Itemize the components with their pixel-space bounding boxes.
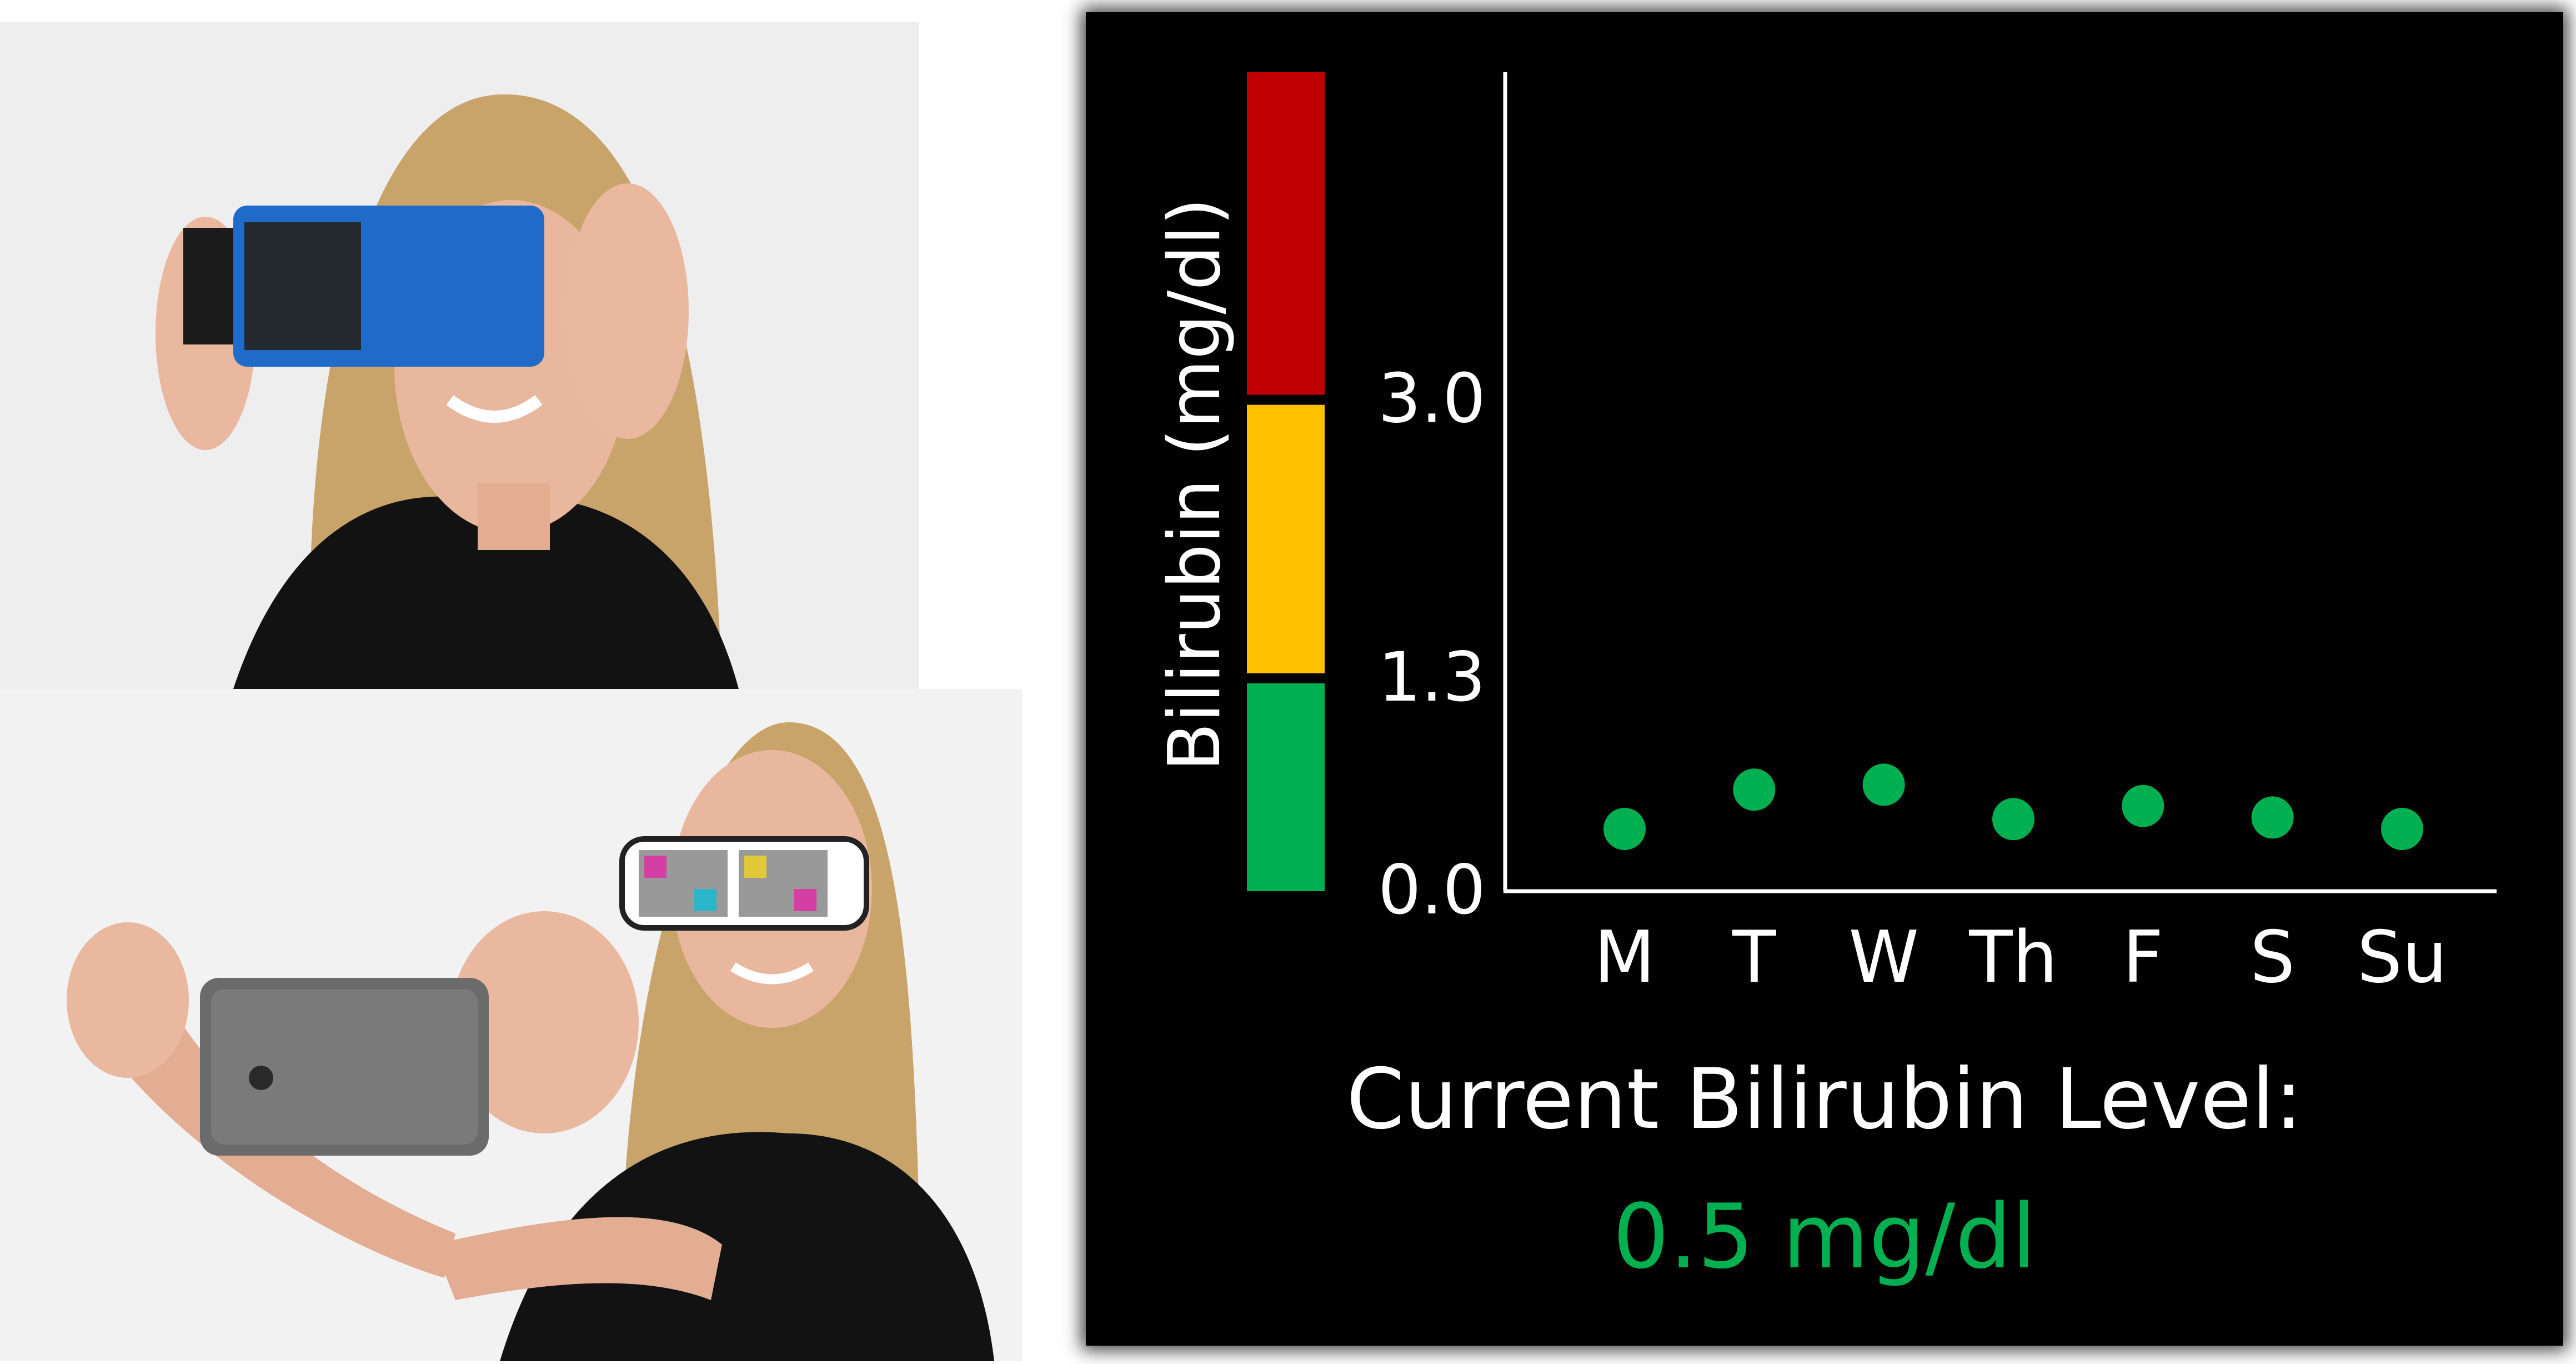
data-point — [1603, 807, 1646, 850]
photo-calibration-glasses — [0, 689, 1022, 1361]
photo-viewer-box — [0, 22, 919, 689]
y-tick-label: 3.0 — [1378, 359, 1486, 438]
data-point — [1992, 798, 2034, 841]
bilirubin-chart: 0.0 1.3 3.0 M T W Th F S Su Bilirubin (mg/dl) — [1154, 72, 2497, 999]
data-point — [1733, 768, 1776, 811]
x-tick-label: Su — [2357, 916, 2447, 999]
y-tick-label: 0.0 — [1378, 851, 1486, 930]
data-point — [2381, 807, 2423, 850]
data-point — [2251, 796, 2294, 839]
x-tick-label: Th — [1968, 916, 2057, 999]
data-point — [1862, 763, 1905, 806]
x-tick-label: M — [1594, 916, 1655, 999]
y-tick-label: 1.3 — [1378, 638, 1486, 717]
risk-zone-2 — [1247, 72, 1325, 395]
y-axis-title: Bilirubin (mg/dl) — [1154, 198, 1236, 772]
current-level-value: 0.5 mg/dl — [1612, 1185, 2037, 1288]
risk-zone-1 — [1247, 404, 1325, 673]
x-tick-label: W — [1848, 916, 1919, 999]
bilirubin-panel: 0.0 1.3 3.0 M T W Th F S Su Bilirubin (mg/dl) Cu… — [1086, 12, 2563, 1346]
current-level-label: Current Bilirubin Level: — [1346, 1051, 2303, 1148]
x-tick-label: S — [2250, 916, 2295, 999]
risk-zone-0 — [1247, 683, 1325, 891]
data-point — [2122, 785, 2164, 827]
x-tick-label: T — [1732, 916, 1776, 999]
x-tick-label: F — [2123, 916, 2164, 999]
